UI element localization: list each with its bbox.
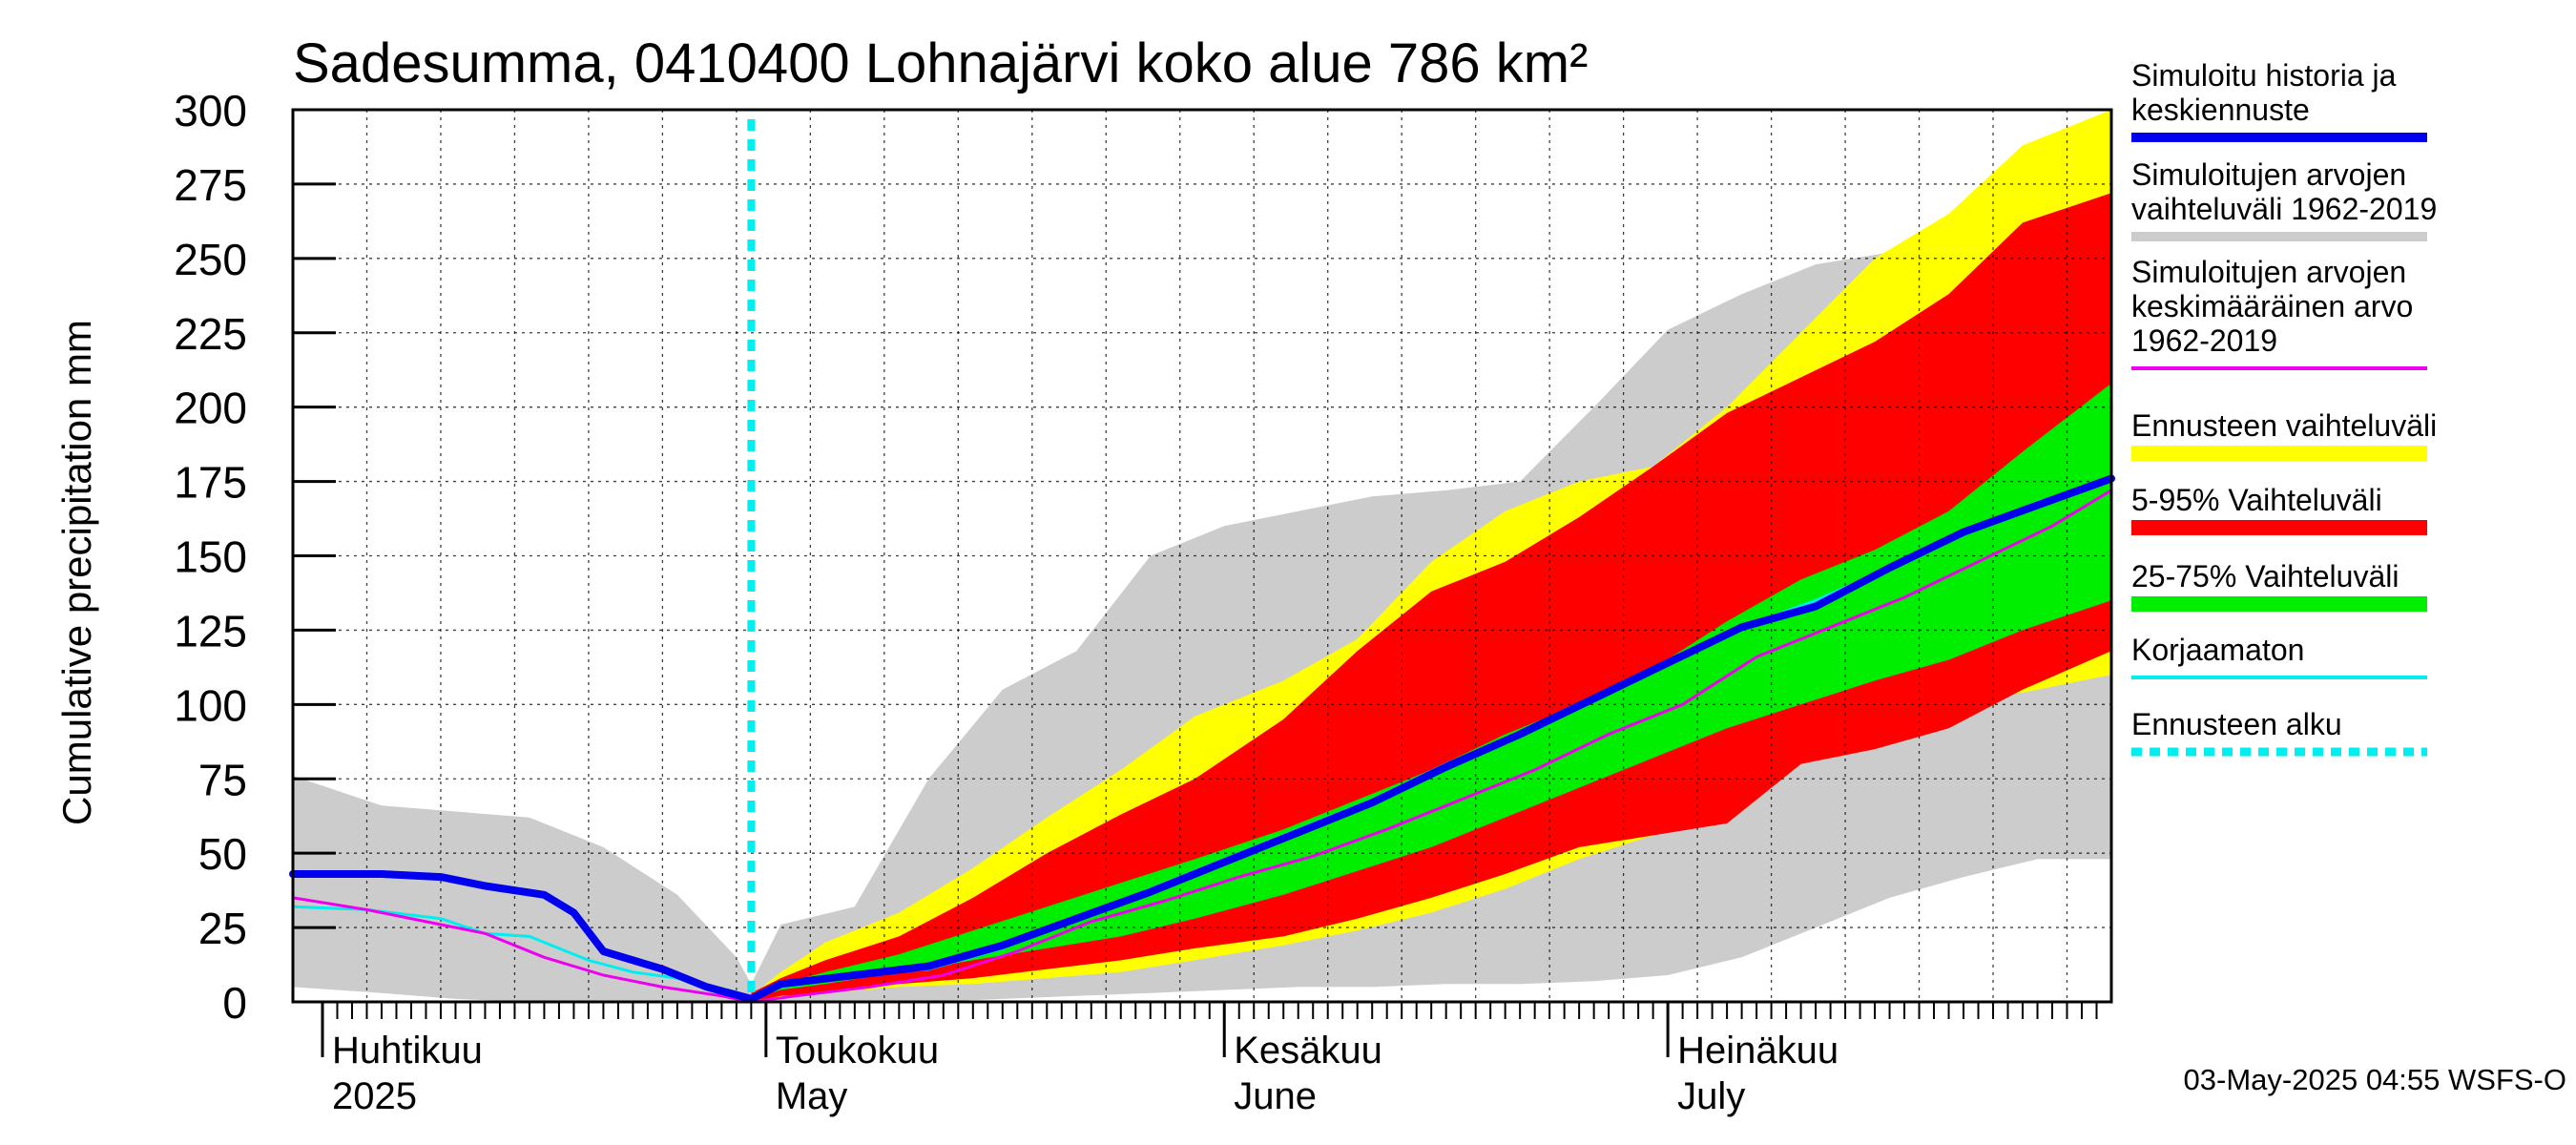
legend-label: Ennusteen alku [2131, 707, 2342, 741]
y-tick-label: 50 [198, 829, 247, 879]
chart-title: Sadesumma, 0410400 Lohnajärvi koko alue … [293, 32, 1588, 94]
y-tick-label: 200 [174, 384, 247, 433]
y-tick-label: 100 [174, 680, 247, 730]
y-tick-label: 25 [198, 904, 247, 953]
legend-label: Korjaamaton [2131, 633, 2304, 667]
legend-label: keskimääräinen arvo [2131, 289, 2413, 323]
legend-label: Ennusteen vaihteluväli [2131, 408, 2437, 443]
legend-label: 5-95% Vaihteluväli [2131, 483, 2382, 517]
line-simuloitujen-arvojen-keskimaarainen-arvo-1962-2019 [291, 489, 2113, 1004]
grid-layer [293, 109, 2111, 1002]
legend-label: 1962-2019 [2131, 323, 2277, 358]
y-axis-label: Cumulative precipitation mm [54, 320, 99, 825]
month-sublabel: 2025 [332, 1075, 417, 1117]
month-label: Toukokuu [776, 1030, 939, 1072]
legend-label: Simuloitu historia ja [2131, 58, 2397, 93]
y-tick-label: 250 [174, 235, 247, 284]
band-25-75-vaihteluvali [751, 383, 2111, 999]
month-sublabel: June [1234, 1075, 1317, 1117]
legend-label: keskiennuste [2131, 93, 2310, 127]
month-label: Kesäkuu [1234, 1030, 1382, 1072]
y-tick-label: 225 [174, 309, 247, 359]
line-layer [289, 119, 2115, 1004]
legend-label: Simuloitujen arvojen [2131, 255, 2406, 289]
month-label: Heinäkuu [1677, 1030, 1839, 1072]
y-tick-label: 275 [174, 160, 247, 210]
y-tick-label: 75 [198, 755, 247, 804]
month-sublabel: May [776, 1075, 848, 1117]
y-tick-label: 0 [222, 978, 247, 1028]
legend-label: Simuloitujen arvojen [2131, 157, 2406, 192]
y-tick-label: 150 [174, 532, 247, 582]
line-simuloitu-historia-ja-keskiennuste [289, 474, 2115, 1003]
timestamp-footer: 03-May-2025 04:55 WSFS-O [2184, 1063, 2566, 1096]
y-tick-label: 125 [174, 606, 247, 656]
month-label: Huhtikuu [332, 1030, 483, 1072]
month-sublabel: July [1677, 1075, 1745, 1117]
legend-label: 25-75% Vaihteluväli [2131, 559, 2399, 593]
band-5-95-vaihteluvali [751, 193, 2111, 1003]
axes-layer: 0 25 50 75 100 125 150 175 200 225 250 275 300 Huhtik… [174, 86, 2113, 1117]
y-tick-label: 175 [174, 458, 247, 508]
legend-label: vaihteluväli 1962-2019 [2131, 192, 2437, 226]
band-layer [293, 110, 2111, 1003]
y-tick-label: 300 [174, 86, 247, 135]
